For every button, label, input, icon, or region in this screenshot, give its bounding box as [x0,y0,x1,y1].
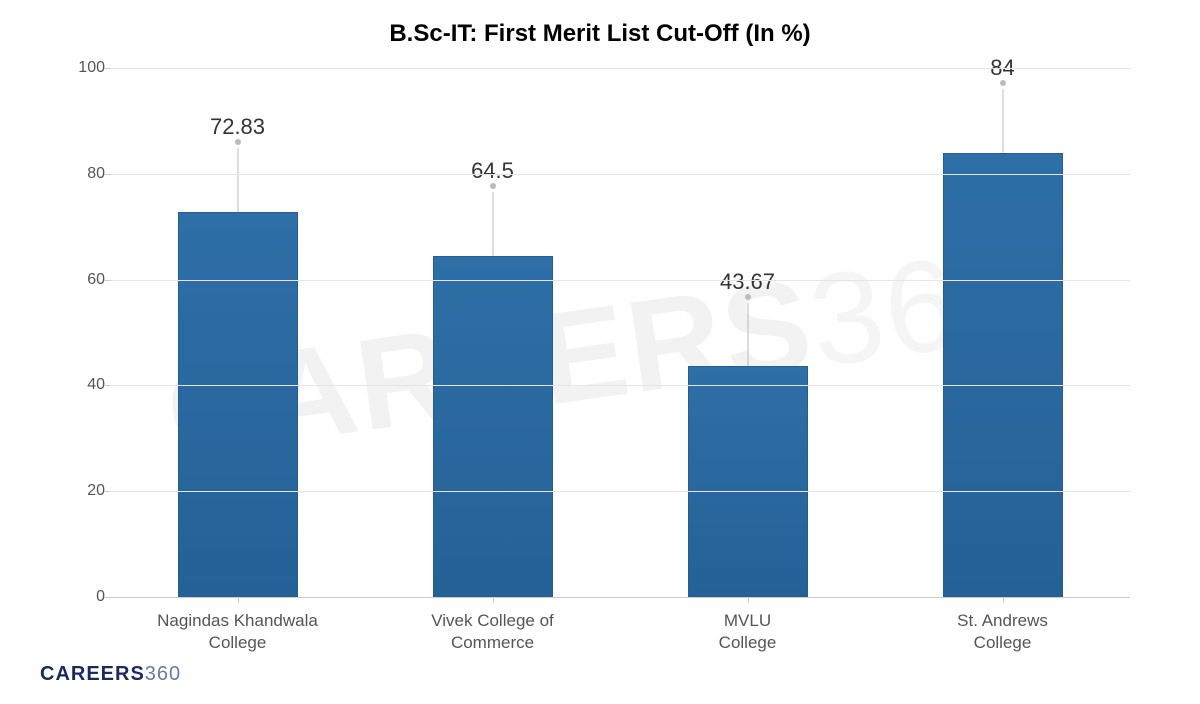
bar-slot: 64.5 [365,68,620,597]
grid-line [110,280,1130,281]
y-tick-mark [104,280,110,281]
plot-area: 72.8364.543.6784 020406080100 [110,68,1130,598]
x-axis-label: Vivek College ofCommerce [365,610,620,654]
y-tick-mark [104,491,110,492]
bar-face [688,366,808,597]
chart-title: B.Sc-IT: First Merit List Cut-Off (In %) [40,20,1160,48]
error-whisker [747,303,748,366]
bar-slot: 43.67 [620,68,875,597]
y-tick-label: 60 [65,271,105,289]
branding-bold: CAREERS [40,663,145,685]
bar-face [178,212,298,597]
x-tick-mark [1003,597,1004,603]
plot-inner: 72.8364.543.6784 020406080100 [110,68,1130,597]
y-tick-mark [104,597,110,598]
bar-value-label: 72.83 [210,114,265,140]
bar [943,153,1063,597]
branding-thin: 360 [145,663,181,685]
x-tick-mark [748,597,749,603]
bar-value-label: 64.5 [471,158,514,184]
grid-line [110,491,1130,492]
x-tick-mark [493,597,494,603]
error-whisker [237,148,238,211]
x-tick-mark [238,597,239,603]
x-axis-label: Nagindas KhandwalaCollege [110,610,365,654]
chart-container: CAREERS360 B.Sc-IT: First Merit List Cut… [0,0,1200,704]
branding-logo: CAREERS360 [40,663,181,686]
grid-line [110,174,1130,175]
bar [433,256,553,597]
grid-line [110,68,1130,69]
bar-value-label: 43.67 [720,269,775,295]
bar-slot: 72.83 [110,68,365,597]
bar-face [943,153,1063,597]
y-tick-label: 0 [65,588,105,606]
y-tick-label: 100 [65,59,105,77]
bars-wrap: 72.83 64.5 43.67 84 [110,68,1130,597]
y-tick-label: 40 [65,376,105,394]
error-whisker [1002,89,1003,152]
bar [178,212,298,597]
bar-slot: 84 [875,68,1130,597]
error-whisker [492,192,493,255]
bar [688,366,808,597]
y-tick-label: 20 [65,482,105,500]
y-tick-label: 80 [65,165,105,183]
y-tick-mark [104,68,110,69]
bar-face [433,256,553,597]
x-axis-labels: Nagindas KhandwalaCollegeVivek College o… [110,610,1130,654]
x-axis-label: MVLUCollege [620,610,875,654]
grid-line [110,385,1130,386]
y-tick-mark [104,385,110,386]
y-tick-mark [104,174,110,175]
x-axis-label: St. AndrewsCollege [875,610,1130,654]
